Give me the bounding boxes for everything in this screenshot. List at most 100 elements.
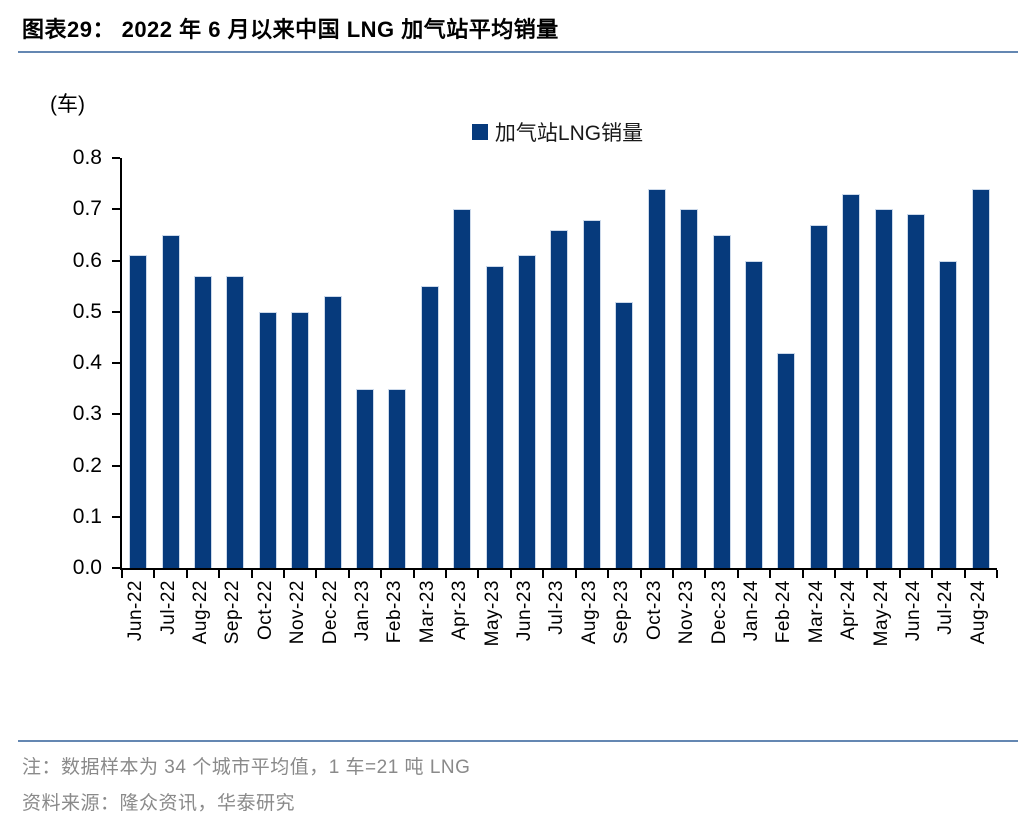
y-axis-tick [112, 362, 120, 364]
bar-Dec-23 [712, 234, 731, 568]
y-axis-tick-label: 0.2 [72, 453, 102, 477]
x-axis-tick [477, 570, 480, 578]
bars-container [122, 158, 997, 568]
x-axis-label: Aug-24 [967, 580, 989, 645]
y-axis-tick [112, 208, 120, 211]
x-axis-tick [509, 570, 512, 578]
bar-Sep-23 [615, 301, 634, 568]
plot-area: 0.0 0.1 0.2 0.3 0.4 0.5 0.6 0.7 0.8 [73, 147, 998, 579]
x-axis-label: Jul-23 [546, 580, 568, 635]
bar-slot [446, 158, 478, 568]
x-axis-label: May-23 [481, 580, 503, 647]
x-axis-tick [347, 570, 350, 578]
x-axis-label: Nov-23 [676, 580, 698, 645]
bar-slot [511, 158, 543, 568]
y-axis-tick-label: 0.7 [72, 197, 102, 221]
x-axis-tick [250, 570, 253, 578]
x-axis-label: Feb-23 [384, 580, 406, 644]
x-axis-tick [639, 570, 642, 578]
x-axis-label: Feb-24 [773, 580, 795, 644]
x-axis-label: Sep-22 [222, 580, 244, 645]
x-axis-label: Sep-23 [611, 580, 633, 645]
x-axis-label: May-24 [870, 580, 892, 647]
chart-title: 图表29： 2022 年 6 月以来中国 LNG 加气站平均销量 [22, 17, 559, 42]
bar-slot [803, 158, 835, 568]
legend: 加气站LNG销量 [120, 117, 995, 147]
bar-slot [349, 158, 381, 568]
bar-slot [835, 158, 867, 568]
bar-Nov-23 [680, 209, 699, 568]
x-axis-label: Dec-22 [319, 580, 341, 645]
bar-slot [187, 158, 219, 568]
bar-Feb-24 [777, 352, 796, 568]
x-axis-label: Aug-22 [190, 580, 212, 645]
bar-Jun-24 [906, 214, 925, 568]
bar-May-23 [485, 265, 504, 568]
x-axis-tick [542, 570, 545, 578]
x-axis-tick [866, 570, 869, 578]
legend-swatch-icon [471, 124, 488, 140]
y-axis-tick [112, 567, 120, 569]
x-axis-tick [704, 570, 707, 578]
x-axis-label: Oct-23 [643, 580, 665, 641]
x-axis-label: Jul-22 [157, 580, 179, 635]
x-axis-label: Aug-23 [578, 580, 600, 645]
x-axis-tick [283, 570, 286, 578]
footnote: 注：数据样本为 34 个城市平均值，1 车=21 吨 LNG [22, 757, 471, 778]
x-axis-label: Jun-24 [902, 580, 924, 642]
x-axis-label: Apr-24 [838, 580, 860, 641]
bar-Jan-24 [744, 260, 763, 568]
bar-slot [608, 158, 640, 568]
bar-Jul-24 [939, 260, 958, 568]
bar-Aug-22 [194, 275, 213, 568]
bar-Apr-24 [842, 193, 861, 568]
bar-slot [381, 158, 413, 568]
x-axis-label: Oct-22 [254, 580, 276, 641]
y-axis-tick-label: 0.4 [72, 351, 102, 374]
x-axis-tick [121, 570, 123, 578]
x-axis-label: Jan-24 [740, 580, 762, 642]
bar-Jun-23 [518, 255, 537, 568]
y-axis-tick [112, 413, 120, 416]
bar-slot [122, 158, 154, 568]
bar-slot [154, 158, 186, 568]
bar-slot [576, 158, 608, 568]
bar-Aug-24 [971, 188, 990, 568]
x-axis-tick [574, 570, 577, 578]
bar-slot [900, 158, 932, 568]
x-axis-label: Jun-23 [514, 580, 536, 642]
y-axis-tick [112, 515, 120, 518]
y-axis-tick-label: 0.3 [72, 402, 102, 426]
bar-slot [641, 158, 673, 568]
bar-slot [414, 158, 446, 568]
x-axis-label: Jul-24 [935, 580, 957, 635]
bar-Jan-23 [356, 388, 375, 568]
bar-Jun-22 [129, 255, 148, 568]
x-axis-tick [801, 570, 804, 578]
bar-Apr-23 [453, 209, 472, 568]
x-axis-tick [185, 570, 188, 578]
x-axis-tick [769, 570, 772, 578]
y-axis-tick-label: 0.0 [72, 556, 102, 579]
legend-label: 加气站LNG销量 [494, 122, 644, 145]
x-axis-tick [153, 570, 156, 578]
x-axis-label: Nov-22 [287, 580, 309, 645]
x-axis-tick [671, 570, 674, 578]
y-axis-tick-label: 0.6 [72, 248, 102, 272]
y-axis-tick-label: 0.5 [72, 299, 102, 323]
title-divider [18, 51, 1018, 53]
bar-slot [543, 158, 575, 568]
x-axis-tick [380, 570, 383, 578]
bar-slot [867, 158, 899, 568]
y-axis-tick [112, 310, 120, 313]
x-axis-label: Dec-23 [708, 580, 730, 645]
bar-Jul-22 [161, 234, 180, 568]
bar-Mar-24 [809, 224, 828, 568]
bar-Aug-23 [582, 219, 601, 568]
bar-slot [738, 158, 770, 568]
bar-slot [284, 158, 316, 568]
x-axis-tick [218, 570, 221, 578]
y-axis-tick [112, 157, 120, 159]
bar-slot [673, 158, 705, 568]
